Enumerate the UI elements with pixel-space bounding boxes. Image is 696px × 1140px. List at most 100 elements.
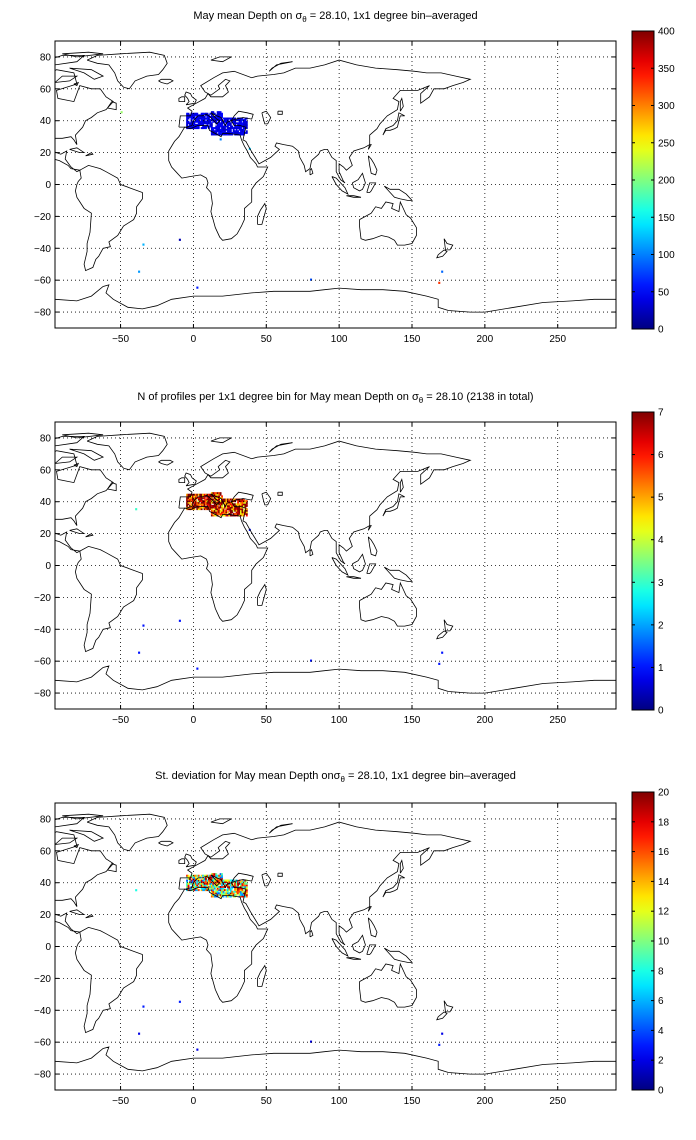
data-cell [234, 125, 237, 128]
coastline [261, 872, 272, 887]
coastline [382, 112, 405, 136]
data-cell [202, 125, 205, 128]
data-cell [226, 498, 229, 501]
data-cell [210, 893, 213, 896]
data-cell [245, 882, 248, 885]
data-cell [193, 889, 196, 892]
data-cell [237, 889, 239, 892]
coastline [55, 837, 79, 845]
data-cell [229, 879, 232, 882]
data-cell [199, 122, 202, 125]
data-cell [228, 130, 231, 133]
coastline [168, 125, 269, 241]
data-cell [245, 131, 248, 134]
x-tick-label: 50 [261, 715, 273, 726]
data-cell [210, 876, 213, 879]
data-cell [238, 133, 241, 136]
data-cell [224, 892, 226, 895]
data-cell [210, 111, 213, 114]
data-cell [212, 111, 215, 114]
data-cell [238, 882, 241, 885]
data-cell [228, 879, 231, 882]
data-cell [202, 123, 205, 126]
data-cell [229, 890, 232, 893]
data-cell [218, 885, 221, 888]
data-cell [225, 895, 228, 898]
data-cell [235, 125, 238, 128]
data-cell [199, 881, 202, 884]
data-cell [219, 503, 222, 506]
data-cell [191, 876, 194, 879]
data-cell [219, 504, 222, 507]
data-cell [196, 874, 199, 877]
data-cell [205, 114, 207, 117]
data-cell [203, 879, 206, 882]
data-cell [209, 876, 212, 879]
data-cell [186, 112, 188, 115]
data-cell [209, 123, 212, 126]
coastline [366, 944, 377, 955]
data-cell [242, 498, 245, 501]
data-cell [203, 503, 206, 506]
data-cell [241, 131, 244, 134]
data-cell [197, 885, 200, 888]
data-cell [197, 117, 200, 120]
data-cell [208, 877, 210, 880]
data-cell [215, 873, 218, 876]
data-cell [226, 514, 229, 517]
data-cell [226, 884, 229, 887]
data-cell [242, 881, 245, 884]
data-cell [226, 127, 229, 130]
data-cell [240, 120, 242, 123]
data-cell [215, 885, 218, 888]
data-cell [240, 128, 242, 131]
data-cell [219, 890, 222, 893]
data-cell [202, 877, 205, 880]
data-cell [237, 500, 239, 503]
data-cell [235, 128, 238, 131]
data-cell [234, 512, 237, 515]
data-cell [213, 133, 216, 136]
data-cell [212, 131, 215, 134]
data-cell [228, 133, 231, 136]
coastline [158, 840, 174, 847]
y-tick-label: 0 [45, 942, 51, 953]
data-cell [229, 122, 232, 125]
data-cell [221, 890, 223, 893]
data-cell [213, 514, 216, 517]
data-cell [203, 887, 206, 890]
data-cell [237, 501, 239, 504]
data-cell [202, 881, 205, 884]
data-cell [240, 884, 242, 887]
data-cell [210, 512, 213, 515]
coastline [346, 195, 362, 198]
data-cell [229, 501, 232, 504]
data-cell [229, 127, 232, 130]
data-cell [202, 885, 205, 888]
data-cell [219, 133, 222, 136]
data-cell [229, 887, 232, 890]
data-cell [224, 879, 226, 882]
data-cell [232, 890, 235, 893]
data-cell [245, 892, 248, 895]
data-cell [229, 123, 232, 126]
data-cell [186, 123, 188, 126]
coastline [277, 110, 283, 115]
data-cell [228, 123, 231, 126]
data-point [438, 1043, 441, 1046]
y-tick-label: 20 [40, 529, 52, 540]
data-cell [242, 500, 245, 503]
coastline [55, 55, 86, 66]
data-cell [218, 889, 221, 892]
data-cell [221, 873, 223, 876]
data-cell [224, 500, 226, 503]
data-cell [206, 503, 209, 506]
data-cell [219, 882, 222, 885]
data-cell [241, 893, 244, 896]
data-cell [229, 509, 232, 512]
data-cell [218, 506, 221, 509]
data-cell [196, 493, 199, 496]
data-cell [226, 503, 229, 506]
coastline [55, 75, 79, 83]
data-cell [242, 501, 245, 504]
